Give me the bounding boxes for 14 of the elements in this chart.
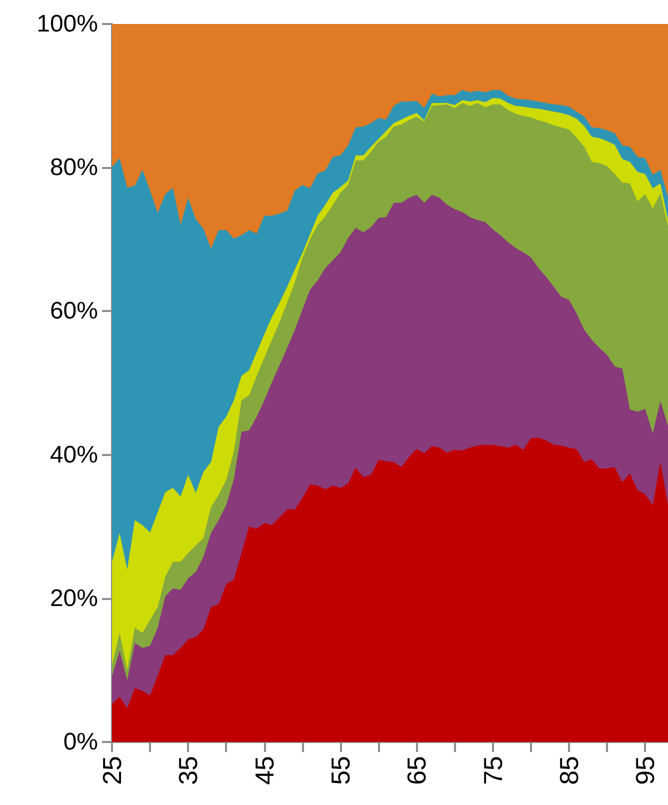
y-tick-label: 20% xyxy=(50,584,98,612)
y-tick-label: 60% xyxy=(50,298,98,325)
x-tick-label: 85 xyxy=(554,756,584,785)
x-tick-label: 95 xyxy=(630,756,660,785)
x-tick-label: 25 xyxy=(97,756,127,785)
y-tick-label: 40% xyxy=(50,441,98,468)
x-tick-label: 35 xyxy=(173,756,204,785)
y-tick-label: 80% xyxy=(50,154,98,182)
y-tick-label: 0% xyxy=(63,728,98,756)
x-tick-label: 65 xyxy=(402,756,432,785)
x-tick-label: 75 xyxy=(478,756,508,785)
x-tick-label: 55 xyxy=(325,756,356,785)
x-tick-label: 45 xyxy=(249,756,280,785)
y-tick-label: 100% xyxy=(36,10,98,38)
